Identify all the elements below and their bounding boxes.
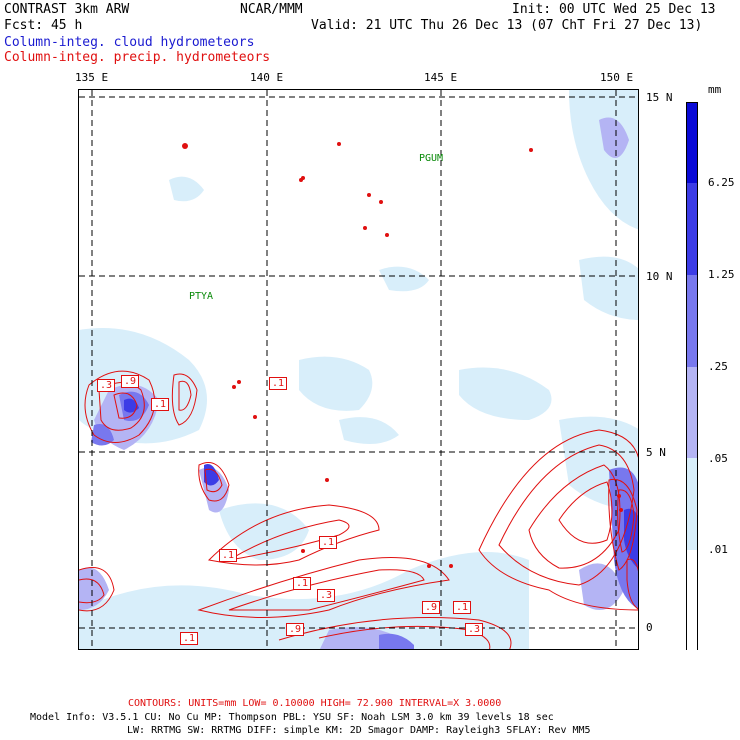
colorbar-unit: mm bbox=[708, 83, 722, 96]
colorbar-level: 6.25 bbox=[708, 176, 735, 189]
colorbar-segment bbox=[687, 367, 697, 458]
place-label-pgum: PGUM bbox=[419, 153, 444, 164]
colorbar-segment bbox=[687, 550, 697, 651]
colorbar-level: .05 bbox=[708, 452, 728, 465]
colorbar-level: 1.25 bbox=[708, 268, 735, 281]
contour-label: .3 bbox=[97, 379, 116, 392]
contour-label: .1 bbox=[151, 398, 170, 411]
lat-lon-grid bbox=[79, 90, 638, 649]
model-info-line-1: Model Info: V3.5.1 CU: No Cu MP: Thompso… bbox=[30, 712, 554, 723]
contour-label: .3 bbox=[317, 589, 336, 602]
contour-label: .1 bbox=[219, 549, 238, 562]
contour-label: .9 bbox=[422, 601, 441, 614]
contour-label: .3 bbox=[465, 623, 484, 636]
lon-label-145: 145 E bbox=[424, 71, 458, 84]
colorbar-segment bbox=[687, 275, 697, 367]
forecast-hour: Fcst: 45 h bbox=[4, 18, 83, 33]
cloud-field-title: Column-integ. cloud hydrometeors bbox=[4, 35, 255, 50]
colorbar-segment bbox=[687, 183, 697, 275]
lat-label-0: 0 bbox=[646, 621, 653, 634]
colorbar-level: .25 bbox=[708, 360, 728, 373]
lon-label-150: 150 E bbox=[600, 71, 634, 84]
colorbar bbox=[686, 102, 698, 651]
contour-label: .1 bbox=[293, 577, 312, 590]
place-label-ptya: PTYA bbox=[189, 291, 214, 302]
precip-dots bbox=[182, 142, 623, 568]
lon-label-140: 140 E bbox=[250, 71, 284, 84]
map-canvas bbox=[79, 90, 638, 649]
contour-label: .1 bbox=[319, 536, 338, 549]
contour-label: .1 bbox=[269, 377, 288, 390]
contour-label: .1 bbox=[180, 632, 199, 645]
cloud-shading bbox=[79, 90, 638, 649]
organization-label: NCAR/MMM bbox=[240, 2, 303, 17]
precip-contours bbox=[79, 370, 638, 649]
precip-field-title: Column-integ. precip. hydrometeors bbox=[4, 50, 271, 65]
lon-label-135: 135 E bbox=[75, 71, 109, 84]
model-info-line-2: LW: RRTMG SW: RRTMG DIFF: simple KM: 2D … bbox=[127, 725, 591, 736]
contour-label: .1 bbox=[453, 601, 472, 614]
model-title: CONTRAST 3km ARW bbox=[4, 2, 130, 17]
lat-label-10n: 10 N bbox=[646, 270, 673, 283]
init-time: Init: 00 UTC Wed 25 Dec 13 bbox=[512, 2, 716, 17]
contour-label: .9 bbox=[121, 375, 140, 388]
contour-label: .9 bbox=[286, 623, 305, 636]
valid-time: Valid: 21 UTC Thu 26 Dec 13 (07 ChT Fri … bbox=[311, 18, 703, 33]
colorbar-segment bbox=[687, 103, 697, 183]
colorbar-level: .01 bbox=[708, 543, 728, 556]
map-panel: PGUM PTYA .3 .9 .1 .1 .1 .1 .1 .3 .9 .1 … bbox=[78, 89, 639, 650]
contours-info: CONTOURS: UNITS=mm LOW= 0.10000 HIGH= 72… bbox=[128, 698, 502, 709]
lat-label-5n: 5 N bbox=[646, 446, 666, 459]
colorbar-segment bbox=[687, 458, 697, 550]
lat-label-15n: 15 N bbox=[646, 91, 673, 104]
